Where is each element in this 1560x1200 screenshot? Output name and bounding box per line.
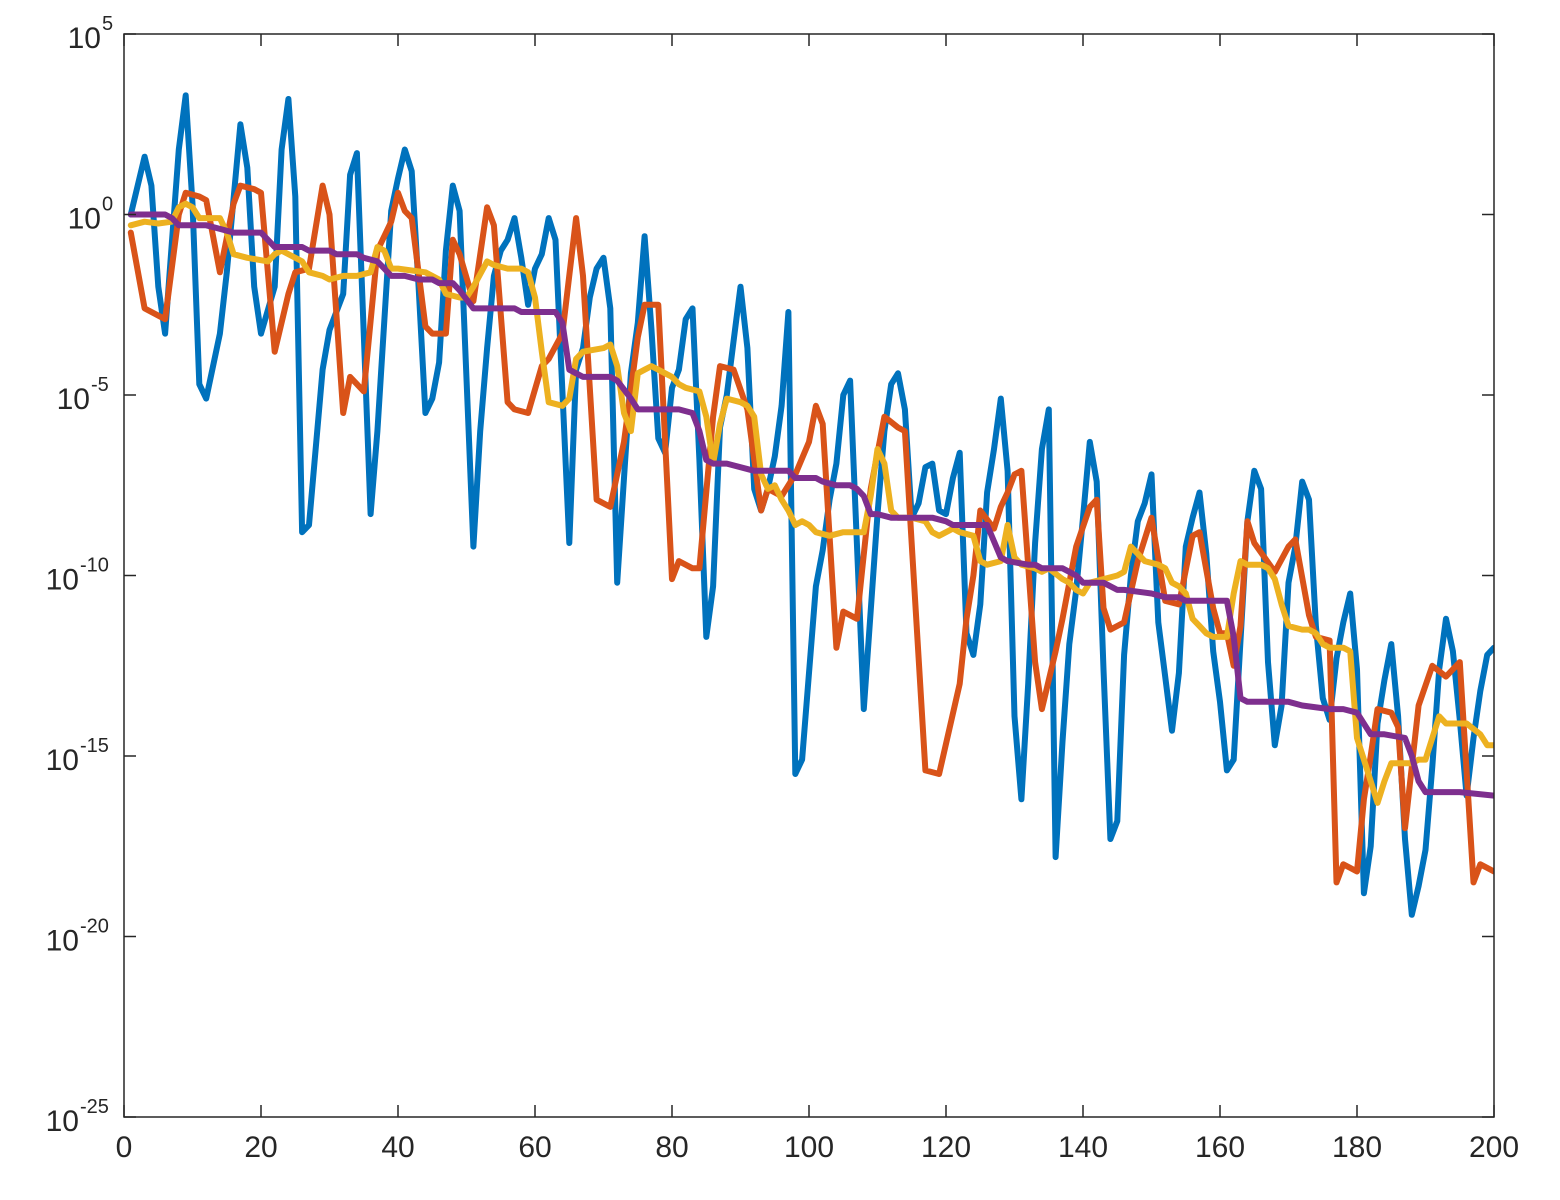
y-tick-exponent: -10 (80, 555, 109, 577)
y-tick-exponent: -20 (80, 916, 109, 938)
y-tick-label: 10 5 (68, 13, 114, 55)
x-tick-label: 80 (655, 1131, 688, 1164)
series-line-1 (127, 92, 1494, 918)
series-layer (127, 92, 1494, 918)
series-line-3 (127, 200, 1494, 806)
x-tick-label: 140 (1058, 1131, 1108, 1164)
y-tick-label: 10 -10 (46, 555, 109, 597)
y-tick-base: 10 (46, 744, 79, 777)
y-tick-label: 10 0 (68, 194, 114, 236)
x-tick-label: 60 (518, 1131, 551, 1164)
y-tick-exponent: -25 (80, 1096, 109, 1118)
y-tick-exponent: 0 (102, 194, 113, 216)
x-axis-ticks: 0 20 40 60 80 100 120 140 160 180 200 (116, 34, 1519, 1164)
y-tick-base: 10 (68, 22, 101, 55)
y-tick-exponent: -5 (91, 374, 109, 396)
y-tick-base: 10 (57, 383, 90, 416)
y-tick-base: 10 (68, 203, 101, 236)
x-tick-label: 200 (1469, 1131, 1519, 1164)
y-tick-base: 10 (46, 925, 79, 958)
y-tick-base: 10 (46, 564, 79, 597)
x-tick-label: 160 (1195, 1131, 1245, 1164)
y-tick-exponent: -15 (80, 735, 109, 757)
x-tick-label: 20 (244, 1131, 277, 1164)
y-tick-base: 10 (46, 1105, 79, 1138)
series-line-4 (127, 211, 1494, 799)
x-tick-label: 100 (784, 1131, 834, 1164)
y-tick-label: 10 -5 (57, 374, 109, 416)
x-tick-label: 180 (1332, 1131, 1382, 1164)
y-tick-label: 10 -15 (46, 735, 109, 777)
x-tick-label: 0 (116, 1131, 133, 1164)
x-tick-label: 120 (921, 1131, 971, 1164)
y-tick-exponent: 5 (102, 13, 113, 35)
y-tick-label: 10 -25 (46, 1096, 109, 1138)
x-tick-label: 40 (381, 1131, 414, 1164)
series-line-2 (127, 182, 1494, 886)
y-tick-label: 10 -20 (46, 916, 109, 958)
